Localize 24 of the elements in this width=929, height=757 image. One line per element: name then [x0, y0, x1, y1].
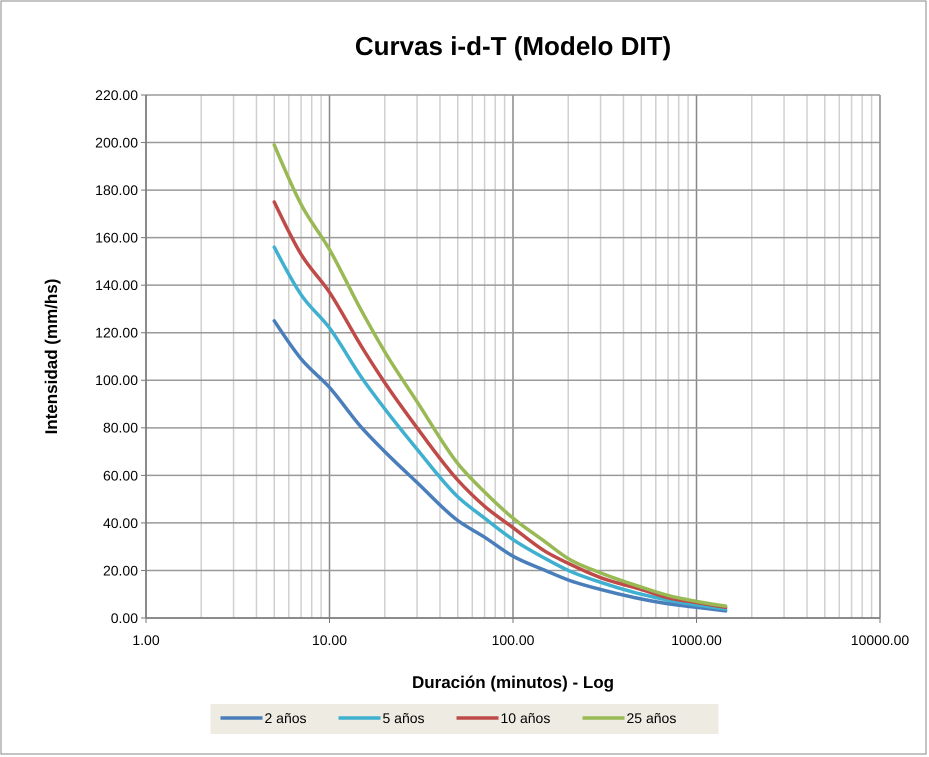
legend-label: 25 años	[626, 710, 676, 726]
y-tick-label: 20.00	[102, 562, 138, 578]
y-tick-label: 160.00	[95, 230, 138, 246]
legend-label: 5 años	[382, 710, 425, 726]
y-tick-label: 100.00	[95, 372, 138, 388]
y-axis-title: Intensidad (mm/hs)	[42, 278, 61, 434]
x-tick-label: 1.00	[132, 632, 160, 648]
x-tick-label: 10000.00	[850, 632, 910, 648]
y-tick-label: 40.00	[102, 514, 138, 531]
y-tick-label: 200.00	[95, 134, 138, 150]
y-tick-label: 220.00	[95, 86, 138, 103]
y-tick-label: 60.00	[102, 467, 138, 484]
legend-label: 2 años	[264, 710, 307, 726]
y-tick-label: 80.00	[102, 420, 138, 436]
x-tick-label: 100.00	[492, 632, 535, 648]
x-tick-label: 1000.00	[671, 632, 722, 648]
chart-title: Curvas i-d-T (Modelo DIT)	[354, 31, 672, 61]
x-axis-title: Duración (minutos) - Log	[412, 673, 614, 692]
y-tick-label: 120.00	[95, 324, 138, 341]
y-tick-label: 180.00	[95, 182, 138, 198]
y-tick-label: 0.00	[110, 610, 138, 626]
y-tick-label: 140.00	[95, 277, 138, 294]
x-tick-label: 10.00	[312, 632, 348, 648]
legend-label: 10 años	[500, 710, 550, 726]
